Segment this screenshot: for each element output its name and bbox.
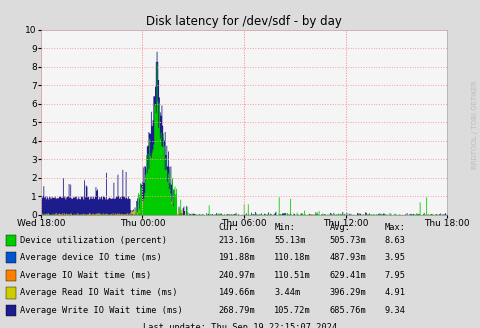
Title: Disk latency for /dev/sdf - by day: Disk latency for /dev/sdf - by day (146, 15, 341, 28)
Text: 685.76m: 685.76m (329, 306, 365, 315)
Text: 3.44m: 3.44m (274, 288, 300, 297)
Text: 4.91: 4.91 (384, 288, 405, 297)
Bar (6, 252, 16, 263)
Text: 3.95: 3.95 (384, 253, 405, 262)
Text: 487.93m: 487.93m (329, 253, 365, 262)
Text: Min:: Min: (274, 223, 295, 232)
Text: 105.72m: 105.72m (274, 306, 310, 315)
Text: Average device IO time (ms): Average device IO time (ms) (20, 253, 162, 262)
Text: Cur:: Cur: (218, 223, 240, 232)
Text: 9.34: 9.34 (384, 306, 405, 315)
Text: 7.95: 7.95 (384, 271, 405, 280)
Text: 213.16m: 213.16m (218, 236, 255, 245)
Text: 110.51m: 110.51m (274, 271, 310, 280)
Bar (6, 287, 16, 298)
Text: Average IO Wait time (ms): Average IO Wait time (ms) (20, 271, 151, 280)
Text: Average Write IO Wait time (ms): Average Write IO Wait time (ms) (20, 306, 182, 315)
Text: 110.18m: 110.18m (274, 253, 310, 262)
Bar (6, 270, 16, 281)
Text: Last update: Thu Sep 19 22:15:07 2024: Last update: Thu Sep 19 22:15:07 2024 (143, 323, 337, 328)
Text: 396.29m: 396.29m (329, 288, 365, 297)
Text: Max:: Max: (384, 223, 405, 232)
Text: 149.66m: 149.66m (218, 288, 255, 297)
Text: Average Read IO Wait time (ms): Average Read IO Wait time (ms) (20, 288, 177, 297)
Text: 629.41m: 629.41m (329, 271, 365, 280)
Text: Device utilization (percent): Device utilization (percent) (20, 236, 167, 245)
Bar (6, 305, 16, 316)
Text: 240.97m: 240.97m (218, 271, 255, 280)
Text: 8.63: 8.63 (384, 236, 405, 245)
Text: 505.73m: 505.73m (329, 236, 365, 245)
Bar (6, 235, 16, 246)
Text: RRDTOOL / TOBI OETIKER: RRDTOOL / TOBI OETIKER (471, 80, 477, 169)
Text: 55.13m: 55.13m (274, 236, 305, 245)
Text: 268.79m: 268.79m (218, 306, 255, 315)
Text: Avg:: Avg: (329, 223, 350, 232)
Text: 191.88m: 191.88m (218, 253, 255, 262)
